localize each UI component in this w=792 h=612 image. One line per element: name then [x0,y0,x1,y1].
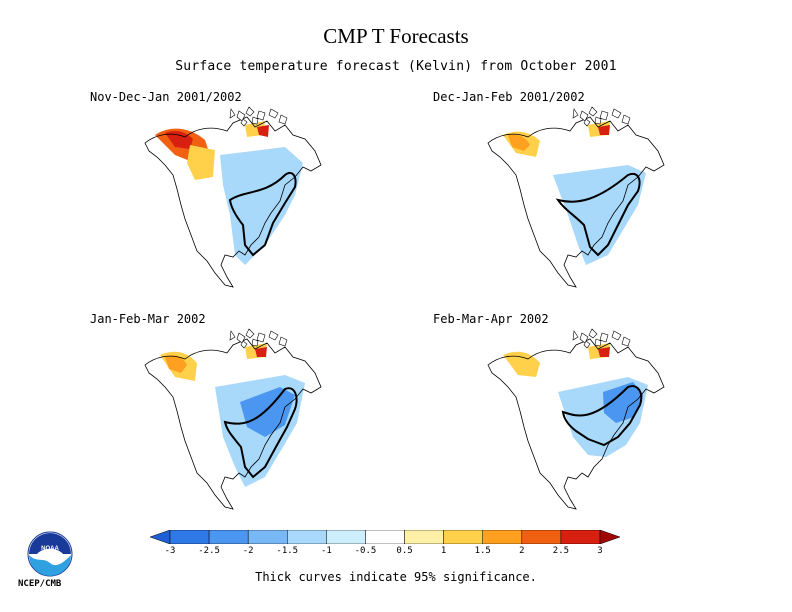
significance-contour [561,385,643,447]
map-panel-2 [487,106,665,288]
noaa-logo-icon: NOAA [27,531,73,577]
panel-label-4: Feb-Mar-Apr 2002 [433,312,549,326]
colorbar-tick-label: -2.5 [198,546,220,556]
colorbar-swatch [247,530,288,544]
strong-warm-anomaly [165,355,187,373]
significance-contour [223,387,298,479]
strong-warm-anomaly [165,131,193,149]
significance-contour [228,171,297,257]
colorbar-swatch [560,530,601,544]
strong-warm-anomaly-arctic [257,125,269,137]
colorbar-tick-label: 1.5 [474,546,491,556]
significance-contour [555,173,641,257]
colorbar-swatch [521,530,562,544]
colorbar-swatch [365,530,405,544]
colorbar-swatch [169,530,210,544]
colorbar-tick-label: 0.5 [396,546,413,556]
colorbar-swatch [482,530,523,544]
colorbar-swatch [208,530,249,544]
warm-anomaly-west [187,145,215,180]
strong-warm-anomaly-arctic [598,125,610,135]
strong-cool-anomaly [603,382,643,423]
panel-label-3: Jan-Feb-Mar 2002 [90,312,206,326]
colorbar-tick-label: 1 [440,546,447,556]
logo-inner-text: NOAA [41,546,59,552]
strong-warm-anomaly-arctic [255,347,267,357]
colorbar-tick-label: 3 [597,546,603,556]
warm-anomaly-alaska [503,351,540,377]
map-panel-4 [487,328,665,510]
strong-warm-anomaly [508,134,530,151]
logo-caption: NCEP/CMB [18,579,62,589]
panel-label-2: Dec-Jan-Feb 2001/2002 [433,90,585,104]
colorbar-tick-label: 2.5 [552,546,570,556]
figure-title: CMP T Forecasts [323,24,469,48]
colorbar-tick-label: -1 [320,546,332,556]
cool-anomaly-east [553,165,646,265]
panel-label-1: Nov-Dec-Jan 2001/2002 [90,90,242,104]
colorbar-tick-label: 2 [519,546,525,556]
colorbar [150,530,620,544]
map-panel-1 [144,106,322,288]
strong-warm-anomaly-arctic [598,347,610,357]
colorbar-tick-label: -1.5 [276,546,299,556]
colorbar-swatch [326,530,366,544]
colorbar-swatch [443,530,483,544]
colorbar-swatch-min [150,530,171,544]
colorbar-tick-label: -0.5 [354,546,377,556]
colorbar-tick-label: -2 [242,546,254,556]
figure-subtitle: Surface temperature forecast (Kelvin) fr… [175,59,617,74]
map-panel-3 [144,328,322,510]
colorbar-swatch [404,530,444,544]
colorbar-tick-label: -3 [164,546,176,556]
strong-cool-anomaly [240,387,295,437]
colorbar-swatch [287,530,327,544]
significance-note: Thick curves indicate 95% significance. [255,570,537,584]
colorbar-swatch-max [599,530,620,544]
